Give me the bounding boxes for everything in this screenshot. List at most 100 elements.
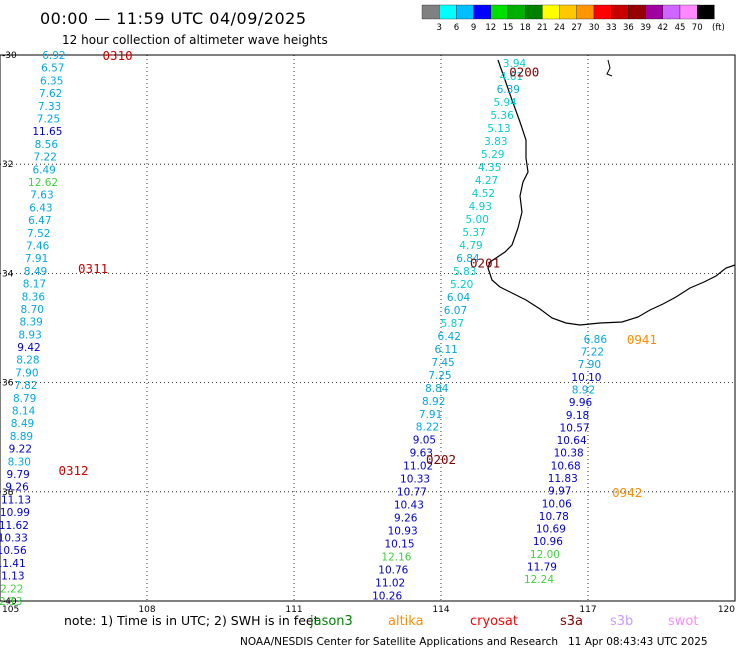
wave-height-value: 8.56: [35, 139, 59, 151]
longitude-tick-label: 114: [432, 605, 449, 615]
pass-time-label: 0201: [470, 255, 500, 270]
wave-height-value: 8.89: [10, 431, 33, 443]
colorbar-swatch: [611, 4, 629, 20]
wave-height-value: 10.33: [0, 533, 28, 545]
colorbar-swatch: [559, 4, 577, 20]
wave-height-value: 5.87: [441, 318, 464, 330]
wave-height-value: 8.49: [24, 266, 47, 278]
wave-height-value: 6.04: [447, 292, 471, 304]
satellite-legend-s3b: s3b: [610, 614, 633, 629]
wave-height-value: 8.28: [16, 355, 39, 367]
colorbar-swatch: [490, 4, 509, 20]
colorbar-swatch: [593, 4, 612, 20]
wave-height-value: 10.43: [394, 500, 424, 512]
wave-height-value: 11.62: [0, 520, 29, 532]
pass-time-label: 0311: [78, 261, 108, 276]
colorbar-swatch: [507, 4, 526, 20]
satellite-track: 6.867.227.9010.108.929.969.1810.5710.641…: [524, 334, 607, 586]
satellite-legend-swot: swot: [668, 614, 698, 629]
pass-labels: 0310 0311 0312 0200 0201 0202 0941 0942: [58, 48, 657, 500]
wave-height-value: 9.97: [548, 486, 571, 498]
wave-height-value: 9.63: [410, 448, 433, 460]
wave-height-value: 12.00: [530, 549, 560, 561]
pass-time-label: 0202: [426, 452, 456, 467]
colorbar-label: 70: [692, 23, 703, 33]
wave-height-value: 7.46: [26, 240, 50, 252]
wave-height-value: 10.06: [542, 498, 572, 510]
colorbar-label: 9: [471, 23, 476, 33]
wave-height-value: 11.13: [0, 571, 25, 583]
satellite-legend-altika: altika: [388, 614, 424, 629]
wave-height-value: 12.62: [28, 177, 58, 189]
colorbar-label: 30: [589, 23, 600, 33]
wave-height-value: 3.94: [503, 58, 527, 70]
wave-height-value: 11.83: [548, 473, 578, 485]
wave-height-value: 8.14: [12, 406, 36, 418]
longitude-tick-label: 120: [718, 605, 735, 615]
wave-height-value: 7.90: [15, 367, 38, 379]
wave-height-value: 7.63: [30, 190, 53, 202]
colorbar-label: 33: [606, 23, 617, 33]
wave-height-value: 10.93: [388, 526, 418, 538]
wave-height-value: 4.27: [475, 175, 498, 187]
colorbar-label: 36: [623, 23, 634, 33]
wave-height-value: 9.79: [6, 469, 29, 481]
wave-height-value: 4.61: [500, 71, 523, 83]
satellite-tracks: 6.926.576.357.627.337.2511.658.567.226.4…: [0, 50, 607, 608]
colorbar-swatch: [473, 4, 491, 20]
wave-height-value: 8.30: [8, 456, 31, 468]
wave-height-value: 6.86: [584, 334, 608, 346]
wave-height-value: 5.29: [481, 149, 504, 161]
satellite-track: 3.944.616.395.945.365.133.835.294.354.27…: [372, 58, 526, 602]
wave-height-value: 5.83: [453, 266, 476, 278]
footer-note: note: 1) Time is in UTC; 2) SWH is in fe…: [64, 613, 319, 628]
colorbar-label: 3: [436, 23, 441, 33]
wave-height-value: 10.33: [400, 474, 430, 486]
wave-height-value: 12.13: [0, 596, 22, 608]
wave-height-value: 6.42: [438, 331, 461, 343]
satellite-legend-jason3: jason3: [309, 614, 353, 629]
colorbar-swatch: [439, 4, 457, 20]
wave-height-value: 11.79: [527, 562, 557, 574]
satellite-track: 6.926.576.357.627.337.2511.658.567.226.4…: [0, 50, 66, 608]
wave-height-value: 6.84: [456, 253, 480, 265]
colorbar-label: 27: [571, 23, 582, 33]
map-title: 00:00 — 11:59 UTC 04/09/2025: [40, 9, 307, 28]
wave-height-value: 10.96: [533, 536, 563, 548]
colorbar-label: 12: [485, 23, 496, 33]
wave-height-value: 6.43: [29, 202, 52, 214]
wave-height-value: 6.39: [497, 84, 520, 96]
wave-height-value: 4.35: [478, 162, 501, 174]
wave-height-value: 7.91: [25, 253, 48, 265]
wave-height-value: 4.79: [459, 240, 482, 252]
longitude-tick-label: 105: [2, 605, 19, 615]
map-frame: [0, 54, 736, 602]
latitude-tick-label: -30: [2, 51, 17, 61]
wave-height-value: 6.92: [42, 50, 65, 62]
wave-height-value: 6.49: [32, 164, 55, 176]
pass-time-label: 0941: [627, 332, 657, 347]
wave-height-value: 10.15: [384, 539, 414, 551]
wave-height-value: 8.92: [422, 396, 445, 408]
wave-height-value: 7.91: [419, 409, 442, 421]
longitude-tick-label: 111: [285, 605, 302, 615]
longitude-tick-label: 117: [579, 605, 596, 615]
colorbar-swatch: [679, 4, 698, 20]
wave-height-value: 7.90: [578, 359, 601, 371]
colorbar-swatch: [645, 4, 663, 20]
wave-height-value: 7.52: [27, 228, 50, 240]
inland-lake-outline: [606, 59, 613, 77]
wave-height-value: 5.13: [487, 123, 510, 135]
satellite-legend-s3a: s3a: [560, 614, 583, 629]
wave-height-value: 8.84: [425, 383, 449, 395]
wave-height-value: 6.07: [444, 305, 467, 317]
wave-height-value: 9.18: [566, 410, 589, 422]
wave-height-value: 10.26: [372, 591, 402, 603]
wave-height-value: 8.22: [416, 422, 439, 434]
wave-height-value: 10.56: [0, 545, 27, 557]
wave-height-value: 3.83: [484, 136, 507, 148]
satellite-legend: jason3 altika cryosat s3a s3b swot: [309, 614, 698, 629]
colorbar-swatch: [697, 4, 715, 20]
